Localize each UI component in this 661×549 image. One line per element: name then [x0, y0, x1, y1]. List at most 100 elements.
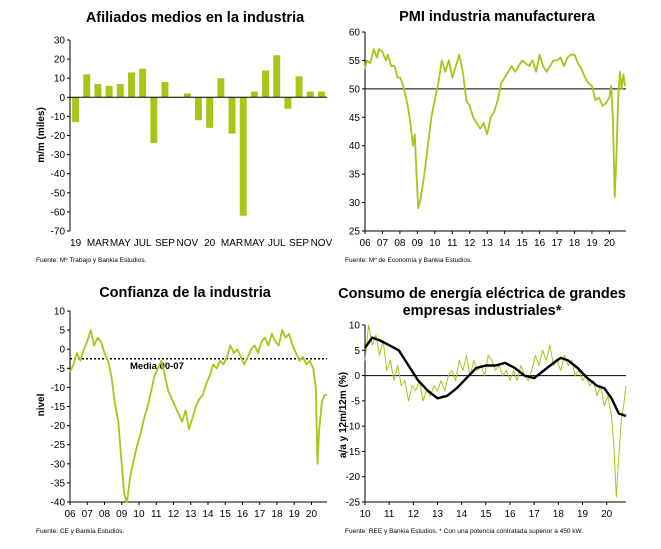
pmi-x-tick-label: 19 [586, 238, 598, 249]
energia-x-tick-label: 11 [384, 509, 395, 520]
energia-title-line-1: Consumo de energía eléctrica de grandes [338, 286, 626, 302]
confianza-y-tick-label: -25 [51, 440, 66, 451]
afiliados-x-tick-label: MAY [110, 238, 131, 249]
confianza-source: Fuente: CE y Bankia Estudios. [36, 528, 124, 535]
afiliados-x-tick-label: JUL [268, 238, 286, 249]
confianza-series-line-0 [69, 329, 327, 503]
confianza-y-tick-label: -30 [51, 459, 66, 470]
energia-y-tick-label: -25 [346, 498, 361, 509]
energia-x-tick-label: 18 [553, 509, 565, 520]
afiliados-bar [161, 82, 169, 98]
afiliados-bar [183, 93, 191, 98]
pmi-x-tick-label: 18 [569, 238, 581, 249]
pmi-x-tick-label: 17 [551, 238, 563, 249]
pmi-panel: PMI industria manufacturera Fuente: Mº d… [345, 9, 626, 264]
confianza-y-tick-label: -15 [51, 402, 66, 413]
afiliados-y-tick-label: 20 [54, 55, 66, 66]
afiliados-bar [206, 97, 214, 128]
afiliados-bar [150, 97, 158, 144]
energia-x-tick-label: 15 [480, 509, 492, 520]
afiliados-bar [94, 83, 102, 98]
pmi-x-tick-label: 14 [499, 238, 511, 249]
afiliados-y-tick-label: -10 [51, 112, 66, 123]
pmi-x-tick-label: 06 [359, 238, 371, 249]
energia-x-tick-label: 16 [504, 509, 516, 520]
afiliados-bar [273, 55, 281, 98]
afiliados-bar [217, 78, 225, 98]
confianza-y-axis-label: nivel [36, 393, 47, 416]
pmi-x-tick-label: 12 [464, 238, 476, 249]
afiliados-bar [116, 83, 124, 98]
afiliados-bar [83, 74, 91, 98]
afiliados-y-axis-label: m/m (miles) [36, 107, 47, 163]
confianza-annotation: Media 00-07 [130, 361, 184, 372]
pmi-y-tick-label: 35 [349, 170, 361, 181]
afiliados-x-tick-label: MAR [221, 238, 243, 249]
afiliados-x-tick-label: 20 [204, 238, 216, 249]
energia-panel: Consumo de energía eléctrica de grandes … [338, 286, 627, 535]
confianza-panel: Confianza de la industria nivel Media 00… [36, 285, 327, 535]
confianza-x-tick-label: 13 [185, 509, 197, 520]
energia-title-line-2: empresas industriales* [403, 303, 562, 319]
afiliados-bar [262, 70, 270, 98]
afiliados-x-tick-label: SEP [289, 238, 309, 249]
pmi-y-tick-label: 30 [349, 198, 361, 209]
pmi-x-tick-label: 15 [517, 238, 529, 249]
confianza-x-tick-label: 20 [306, 509, 318, 520]
confianza-x-tick-label: 14 [202, 509, 214, 520]
afiliados-y-tick-label: 10 [54, 74, 66, 85]
confianza-x-tick-label: 10 [133, 509, 145, 520]
confianza-y-tick-label: 10 [54, 307, 66, 318]
confianza-x-tick-label: 18 [271, 509, 283, 520]
confianza-x-tick-label: 11 [151, 509, 162, 520]
pmi-y-tick-label: 45 [349, 113, 361, 124]
pmi-x-tick-label: 16 [534, 238, 546, 249]
confianza-x-tick-label: 08 [99, 509, 111, 520]
pmi-x-tick-label: 07 [377, 238, 389, 249]
afiliados-x-tick-label: MAR [87, 238, 109, 249]
afiliados-y-tick-label: -50 [51, 188, 66, 199]
pmi-y-tick-label: 25 [349, 227, 361, 238]
afiliados-bar [306, 91, 314, 98]
afiliados-y-tick-label: 30 [54, 36, 66, 47]
pmi-x-tick-label: 11 [447, 238, 458, 249]
afiliados-bar [195, 97, 202, 121]
energia-x-tick-label: 19 [577, 509, 589, 520]
confianza-x-tick-label: 12 [168, 509, 180, 520]
afiliados-x-tick-label: JUL [134, 238, 152, 249]
confianza-x-tick-label: 06 [64, 509, 76, 520]
afiliados-bar [72, 97, 80, 123]
afiliados-x-tick-label: NOV [176, 238, 198, 249]
afiliados-y-tick-label: -40 [51, 169, 66, 180]
energia-series-line-1 [364, 336, 627, 418]
afiliados-x-tick-label: NOV [311, 238, 333, 249]
energia-x-tick-label: 17 [529, 509, 541, 520]
afiliados-x-tick-label: SEP [155, 238, 175, 249]
confianza-y-tick-label: 5 [59, 326, 65, 337]
confianza-y-tick-label: -40 [51, 498, 66, 509]
energia-y-tick-label: 5 [354, 346, 360, 357]
energia-series-line-0 [364, 324, 627, 498]
confianza-y-tick-label: 0 [59, 345, 65, 356]
afiliados-bar [295, 76, 303, 98]
energia-y-tick-label: -5 [351, 396, 360, 407]
energia-y-tick-label: 10 [349, 321, 361, 332]
confianza-y-tick-label: -5 [56, 364, 65, 375]
afiliados-x-tick-label: 19 [70, 238, 82, 249]
energia-y-tick-label: -10 [346, 422, 361, 433]
confianza-title: Confianza de la industria [99, 285, 272, 301]
afiliados-source: Fuente: Mº Trabajo y Bankia Estudios. [36, 257, 147, 264]
energia-x-tick-label: 14 [456, 509, 468, 520]
confianza-x-tick-label: 16 [237, 509, 249, 520]
confianza-y-tick-label: -35 [51, 478, 66, 489]
confianza-y-tick-label: -20 [51, 421, 66, 432]
energia-y-tick-label: -20 [346, 472, 361, 483]
afiliados-bar [250, 91, 258, 98]
confianza-x-tick-label: 19 [289, 509, 301, 520]
confianza-x-tick-label: 15 [220, 509, 232, 520]
confianza-x-tick-label: 07 [82, 509, 94, 520]
energia-x-tick-label: 10 [359, 509, 371, 520]
pmi-x-tick-label: 20 [604, 238, 616, 249]
confianza-y-tick-label: -10 [51, 383, 66, 394]
afiliados-bar [317, 91, 325, 98]
